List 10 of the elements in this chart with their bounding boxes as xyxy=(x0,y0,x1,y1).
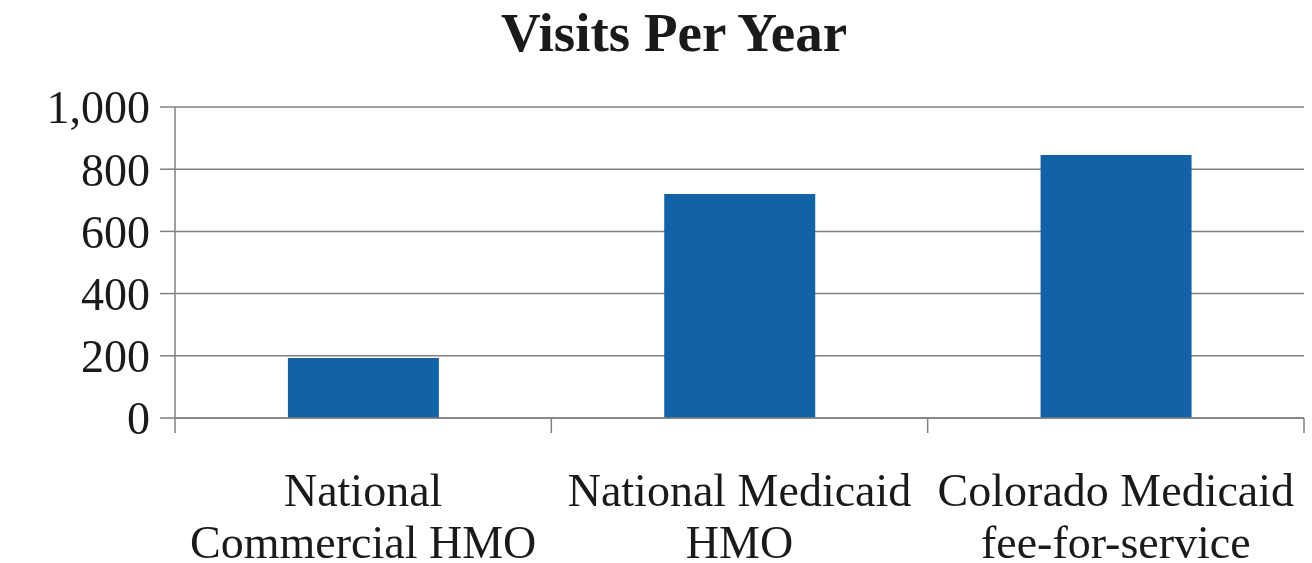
x-tick-label: National Medicaid HMO xyxy=(567,465,912,563)
y-tick-label: 0 xyxy=(127,393,150,445)
y-tick-label: 1,000 xyxy=(46,82,150,134)
y-tick-label: 800 xyxy=(81,144,150,196)
x-tick-label: Colorado Medicaid fee-for-service xyxy=(937,465,1295,563)
x-tick-label: National Commercial HMO xyxy=(190,465,537,563)
y-tick-label: 600 xyxy=(81,206,150,258)
y-tick-label: 400 xyxy=(81,268,150,320)
y-tick-label: 200 xyxy=(81,331,150,383)
chart-title: Visits Per Year xyxy=(499,2,849,64)
